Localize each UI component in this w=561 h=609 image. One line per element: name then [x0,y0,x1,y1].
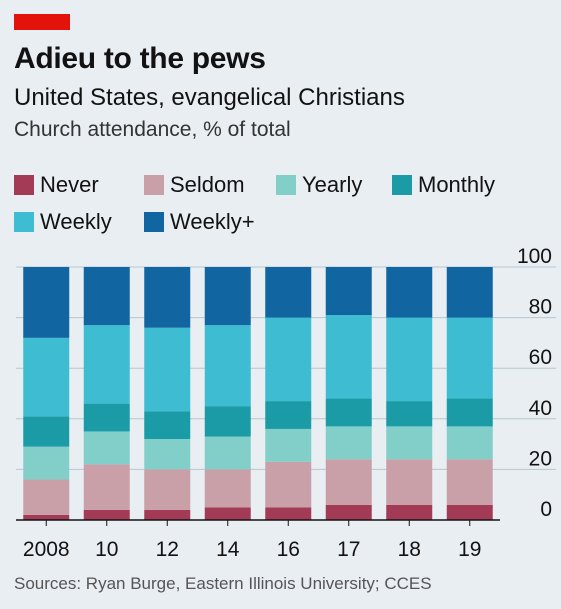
legend-label-yearly: Yearly [302,172,363,197]
bar-segment-weekly [446,317,493,399]
bar-segment-seldom [83,464,130,510]
y-tick-label: 80 [529,296,552,319]
legend-label-weekly: Weekly [40,209,112,234]
bar-segment-never [83,509,130,520]
bar-segment-weekly [204,325,251,407]
legend-swatch-weekly-plus [144,212,164,232]
legend-item-seldom: Seldom [144,172,245,198]
x-tick-label: 10 [95,538,118,561]
x-tick-label: 18 [398,538,421,561]
bar-segment-yearly [83,431,130,465]
bar-segment-never [386,504,433,520]
legend-swatch-seldom [144,175,164,195]
y-tick-label: 60 [529,346,552,369]
y-tick-label: 100 [517,245,552,268]
bar-segment-seldom [325,459,372,505]
bar-segment-weekly [265,317,312,402]
bar-segment-seldom [23,479,70,515]
legend-item-yearly: Yearly [276,172,362,198]
legend-label-never: Never [40,172,99,197]
bar-segment-weekly-plus [144,267,191,328]
legend-label-monthly: Monthly [418,172,496,197]
legend-swatch-weekly [14,212,34,232]
bar-segment-never [325,504,372,520]
bar-segment-never [204,507,251,520]
bar-segment-seldom [386,459,433,505]
bar-segment-weekly-plus [386,267,433,318]
brand-tag [14,14,70,30]
bar-segment-never [265,507,312,520]
bar-segment-yearly [325,426,372,460]
bar-segment-weekly-plus [446,267,493,318]
y-tick-label: 0 [540,498,552,521]
bar-segment-monthly [386,401,433,427]
bar-segment-seldom [204,469,251,508]
legend-item-weekly-plus: Weekly+ [144,209,255,235]
x-tick-label: 12 [156,538,179,561]
bar-segment-weekly [144,327,191,412]
bar-segment-weekly-plus [325,267,372,316]
x-tick-label: 19 [458,538,481,561]
legend-item-monthly: Monthly [392,172,495,198]
legend-item-weekly: Weekly [14,209,112,235]
x-tick-label: 16 [277,538,300,561]
bar-segment-weekly [325,315,372,399]
legend-item-never: Never [14,172,99,198]
x-tick-label: 2008 [23,538,70,561]
bar-segment-weekly-plus [23,267,70,338]
bar-segment-seldom [446,459,493,505]
x-tick-label: 17 [337,538,360,561]
bar-segment-monthly [204,406,251,437]
legend-swatch-never [14,175,34,195]
legend-label-seldom: Seldom [170,172,245,197]
bar-segment-monthly [83,403,130,432]
bar-segment-seldom [144,469,191,510]
bar-segment-yearly [386,426,433,460]
bar-segment-monthly [23,416,70,447]
bar-segment-yearly [23,446,70,480]
chart-subtitle: United States, evangelical Christians [14,84,405,111]
bar-segment-yearly [446,426,493,460]
bar-segment-weekly-plus [265,267,312,318]
bar-segment-weekly [386,317,433,402]
bar-segment-monthly [325,398,372,427]
bar-segment-never [144,509,191,520]
legend-swatch-monthly [392,175,412,195]
chart-title: Adieu to the pews [14,42,266,75]
bar-segment-monthly [446,398,493,427]
bar-segment-monthly [265,401,312,429]
bar-segment-yearly [204,436,251,470]
bar-segment-yearly [144,439,191,470]
bar-segment-weekly-plus [204,267,251,326]
legend-swatch-yearly [276,175,296,195]
bar-segment-weekly [23,337,70,417]
y-tick-label: 20 [529,447,552,470]
chart-unit: Church attendance, % of total [14,118,291,141]
bar-segment-weekly [83,325,130,404]
source-note: Sources: Ryan Burge, Eastern Illinois Un… [14,574,432,593]
bar-segment-monthly [144,411,191,440]
bar-segment-seldom [265,461,312,508]
bar-segment-never [446,504,493,520]
bar-segment-never [23,514,70,520]
bar-segment-yearly [265,428,312,462]
x-tick-label: 14 [216,538,240,561]
legend-label-weekly-plus: Weekly+ [170,209,255,234]
y-tick-label: 40 [529,397,552,420]
bar-segment-weekly-plus [83,267,130,326]
